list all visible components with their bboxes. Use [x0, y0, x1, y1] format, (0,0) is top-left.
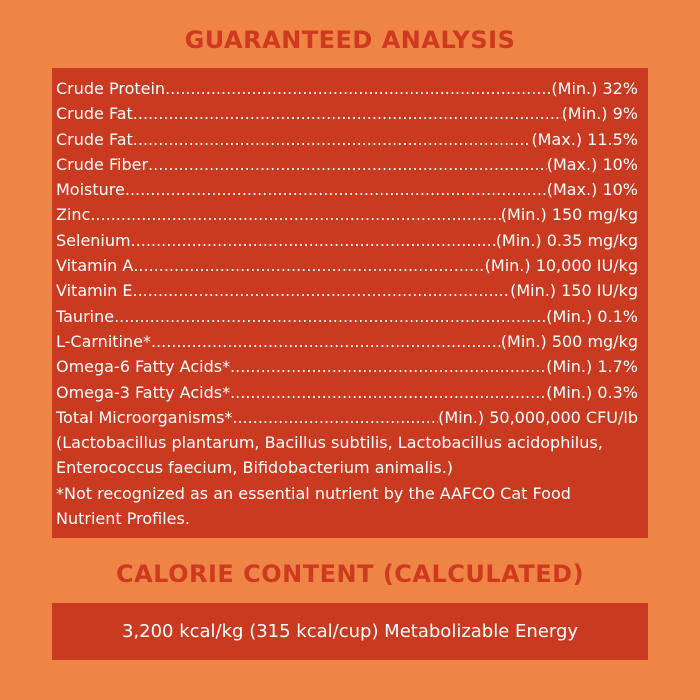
nutrient-name: Omega-3 Fatty Acids* [56, 382, 231, 402]
analysis-row: Crude Fiber (Max.) 10% [56, 152, 638, 177]
nutrient-value: (Min.) 150 IU/kg [510, 281, 638, 301]
nutrient-name: Vitamin E [56, 281, 133, 301]
nutrient-value: (Min.) 500 mg/kg [500, 331, 638, 351]
calorie-text: 3,200 kcal/kg (315 kcal/cup) Metabolizab… [121, 621, 579, 642]
analysis-row: Selenium (Min.) 0.35 mg/kg [56, 228, 638, 253]
nutrient-name: Crude Protein [56, 79, 166, 98]
title: GUARANTEED ANALYSIS [184, 26, 516, 54]
dot-leader [133, 101, 562, 126]
nutrient-value: (Min.) 150 mg/kg [500, 205, 638, 225]
dot-leader [133, 127, 532, 152]
nutrient-value: (Min.) 0.35 mg/kg [495, 230, 638, 250]
nutrient-name: Crude Fat [56, 129, 133, 149]
nutrient-name: Total Microorganisms* [56, 407, 233, 427]
nutrient-value: (Min.) 1.7% [546, 357, 638, 377]
calorie-box: 3,200 kcal/kg (315 kcal/cup) Metabolizab… [52, 603, 648, 660]
analysis-row: Vitamin A (Min.) 10,000 IU/kg [56, 253, 638, 278]
nutrient-value: (Max.) 10% [546, 154, 638, 174]
nutrient-value: (Min.) 0.3% [546, 382, 638, 402]
dot-leader [114, 304, 546, 329]
nutrient-value: (Min.) 10,000 IU/kg [484, 256, 638, 276]
analysis-row: Zinc (Min.) 150 mg/kg [56, 202, 638, 227]
analysis-row: Omega-3 Fatty Acids* (Min.) 0.3% [56, 380, 638, 405]
nutrient-name: Omega-6 Fatty Acids* [56, 357, 231, 377]
nutrient-name: Moisture [56, 180, 125, 200]
analysis-row: L-Carnitine* (Min.) 500 mg/kg [56, 329, 638, 354]
nutrient-name: Zinc [56, 205, 91, 225]
dot-leader [230, 380, 546, 405]
dot-leader [131, 228, 496, 253]
nutrient-value: (Max.) 11.5% [531, 129, 638, 149]
nutrient-value: (Min.) 0.1% [546, 306, 638, 326]
nutrient-name: L-Carnitine* [56, 331, 151, 351]
nutrient-value: (Min.) 32% [551, 79, 638, 98]
dot-leader [232, 405, 438, 430]
analysis-row: Crude Protein (Min.) 32% [56, 76, 638, 101]
dot-leader [165, 76, 551, 101]
nutrient-name: Selenium [56, 230, 131, 250]
dot-leader [132, 278, 510, 303]
nutrient-name: Taurine [56, 306, 115, 326]
nutrient-name: Crude Fat [56, 104, 133, 124]
analysis-row: Taurine (Min.) 0.1% [56, 304, 638, 329]
nutrient-name: Vitamin A [56, 256, 134, 276]
analysis-row: Omega-6 Fatty Acids* (Min.) 1.7% [56, 354, 638, 379]
dot-leader [90, 202, 500, 227]
calorie-title: CALORIE CONTENT (CALCULATED) [115, 560, 585, 588]
footnote: *Not recognized as an essential nutrient… [56, 483, 571, 529]
dot-leader [148, 152, 547, 177]
analysis-row: Vitamin E (Min.) 150 IU/kg [56, 278, 638, 303]
analysis-row: Crude Fat (Max.) 11.5% [56, 127, 638, 152]
microorganisms-note: (Lactobacillus plantarum, Bacillus subti… [56, 433, 603, 478]
analysis-row: Moisture (Max.) 10% [56, 177, 638, 202]
analysis-row: Crude Fat (Min.) 9% [56, 101, 638, 126]
analysis-box: Crude Protein (Min.) 32% Crude Fat (Min.) 9… [52, 68, 648, 538]
dot-leader [125, 177, 547, 202]
dot-leader [151, 329, 501, 354]
rows: Crude Protein (Min.) 32% Crude Fat (Min.) 9… [56, 76, 638, 430]
nutrient-name: Crude Fiber [56, 154, 149, 174]
nutrient-value: (Min.) 9% [561, 104, 638, 124]
dot-leader [133, 253, 484, 278]
nutrient-value: (Max.) 10% [546, 180, 638, 200]
analysis-row: Total Microorganisms* (Min.) 50,000,000 C… [56, 405, 638, 430]
nutrient-value: (Min.) 50,000,000 CFU/lb [438, 407, 638, 427]
dot-leader [230, 354, 546, 379]
